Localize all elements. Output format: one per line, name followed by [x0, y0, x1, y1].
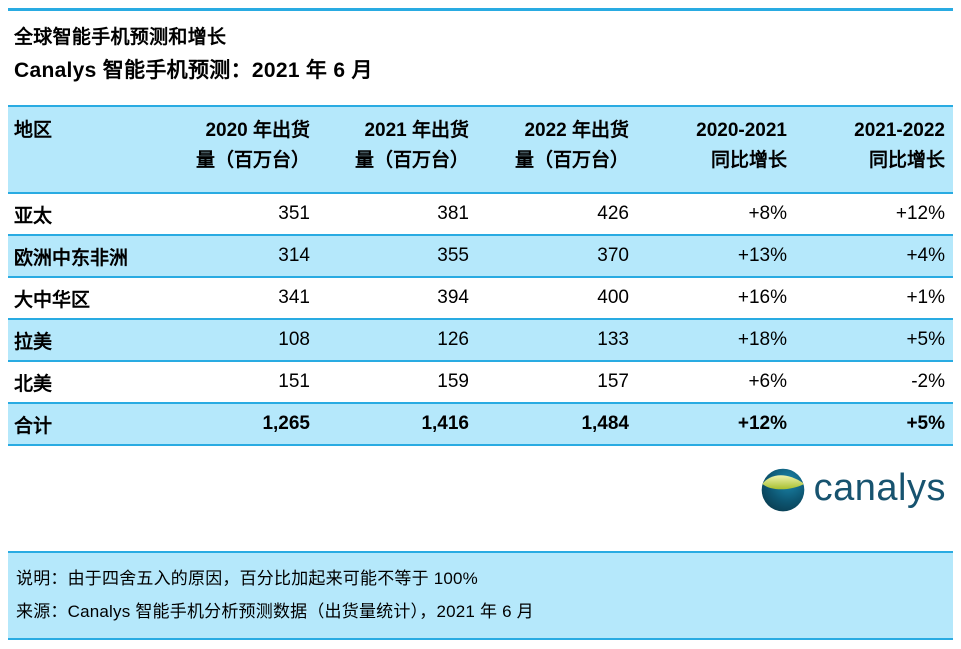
- value-cell: 1,416: [318, 403, 477, 446]
- column-header-line1: 2021-2022: [854, 120, 945, 141]
- table-row-apac: 亚太 351 381 426 +8% +12%: [8, 193, 953, 236]
- value-cell: 351: [160, 193, 318, 236]
- value-cell: 108: [160, 319, 318, 362]
- top-accent-bar: [8, 8, 953, 11]
- value-cell: +12%: [637, 403, 795, 446]
- logo-swoosh: [762, 475, 804, 490]
- column-header-line1: 2020-2021: [696, 120, 787, 141]
- value-cell: +1%: [795, 277, 953, 320]
- column-header-line2: 量（百万台）: [195, 150, 310, 171]
- value-cell: 1,484: [477, 403, 637, 446]
- value-cell: +4%: [795, 235, 953, 278]
- column-header-line2: 同比增长: [710, 150, 787, 171]
- value-cell: 314: [160, 235, 318, 278]
- title-block: 全球智能手机预测和增长 Canalys 智能手机预测：2021 年 6 月: [14, 24, 373, 86]
- column-header-line2: 同比增长: [868, 150, 945, 171]
- column-header-region: 地区: [8, 106, 160, 194]
- table-row-greater-china: 大中华区 341 394 400 +16% +1%: [8, 277, 953, 320]
- value-cell: +8%: [637, 193, 795, 236]
- table-row-north-america: 北美 151 159 157 +6% -2%: [8, 361, 953, 404]
- table-row-emea: 欧洲中东非洲 314 355 370 +13% +4%: [8, 235, 953, 278]
- column-header-growth-2020-2021: 2020-2021 同比增长: [637, 106, 795, 194]
- column-header-line1: 2022 年出货: [524, 120, 629, 141]
- table-header-row: 地区 2020 年出货 量（百万台） 2021 年出货 量（百万台） 2022 …: [8, 106, 953, 194]
- page-subtitle: Canalys 智能手机预测：2021 年 6 月: [14, 59, 373, 82]
- footer-disclaimer: 说明：由于四舍五入的原因，百分比加起来可能不等于 100%: [16, 569, 479, 588]
- value-cell: +16%: [637, 277, 795, 320]
- value-cell: +6%: [637, 361, 795, 404]
- column-header-line1: 2020 年出货: [205, 120, 310, 141]
- column-header-2022-shipments: 2022 年出货 量（百万台）: [477, 106, 637, 194]
- value-cell: +5%: [795, 319, 953, 362]
- value-cell: 159: [318, 361, 477, 404]
- region-cell: 亚太: [8, 193, 160, 236]
- column-header-line1: 地区: [14, 120, 53, 141]
- value-cell: +18%: [637, 319, 795, 362]
- value-cell: 133: [477, 319, 637, 362]
- canalys-globe-icon: [761, 468, 804, 512]
- value-cell: 151: [160, 361, 318, 404]
- value-cell: 1,265: [160, 403, 318, 446]
- value-cell: +13%: [637, 235, 795, 278]
- region-cell: 大中华区: [8, 277, 160, 320]
- region-cell: 拉美: [8, 319, 160, 362]
- value-cell: +12%: [795, 193, 953, 236]
- value-cell: -2%: [795, 361, 953, 404]
- table-row-latam: 拉美 108 126 133 +18% +5%: [8, 319, 953, 362]
- canalys-logo-text: canalys: [813, 467, 946, 509]
- page-title: 全球智能手机预测和增长: [14, 27, 227, 48]
- footer-note-block: 说明：由于四舍五入的原因，百分比加起来可能不等于 100% 来源：Canalys…: [8, 551, 953, 640]
- value-cell: 381: [318, 193, 477, 236]
- column-header-2020-shipments: 2020 年出货 量（百万台）: [160, 106, 318, 194]
- column-header-growth-2021-2022: 2021-2022 同比增长: [795, 106, 953, 194]
- value-cell: 157: [477, 361, 637, 404]
- logo-sphere: [761, 468, 804, 512]
- column-header-line1: 2021 年出货: [364, 120, 469, 141]
- column-header-line2: 量（百万台）: [354, 150, 469, 171]
- table-row-total: 合计 1,265 1,416 1,484 +12% +5%: [8, 403, 953, 446]
- value-cell: 426: [477, 193, 637, 236]
- region-cell: 合计: [8, 403, 160, 446]
- value-cell: 341: [160, 277, 318, 320]
- column-header-2021-shipments: 2021 年出货 量（百万台）: [318, 106, 477, 194]
- canalys-logo: canalys: [761, 468, 946, 512]
- region-cell: 欧洲中东非洲: [8, 235, 160, 278]
- column-header-line2: 量（百万台）: [514, 150, 629, 171]
- footer-source: 来源：Canalys 智能手机分析预测数据（出货量统计），2021 年 6 月: [16, 602, 534, 621]
- value-cell: 355: [318, 235, 477, 278]
- value-cell: +5%: [795, 403, 953, 446]
- value-cell: 126: [318, 319, 477, 362]
- forecast-table: 地区 2020 年出货 量（百万台） 2021 年出货 量（百万台） 2022 …: [8, 105, 953, 446]
- region-cell: 北美: [8, 361, 160, 404]
- value-cell: 394: [318, 277, 477, 320]
- value-cell: 370: [477, 235, 637, 278]
- value-cell: 400: [477, 277, 637, 320]
